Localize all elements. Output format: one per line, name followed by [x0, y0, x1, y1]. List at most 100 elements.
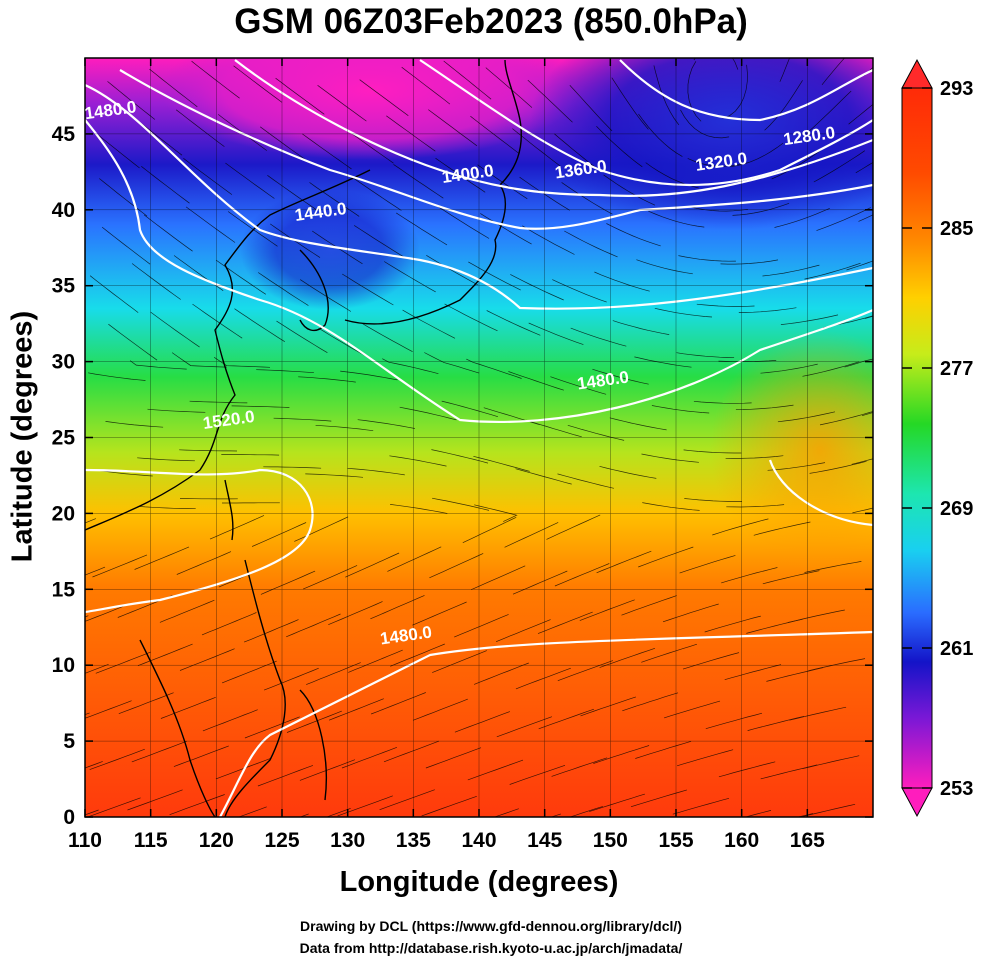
- streamline: [351, 176, 402, 211]
- colorbar-ticks: 293 285 277 269 261 253: [902, 78, 973, 800]
- y-tick-label: 20: [52, 502, 75, 525]
- streamline: [412, 601, 467, 626]
- streamline: [421, 795, 477, 817]
- colorbar-scale: [901, 87, 933, 789]
- streamline: [718, 761, 776, 778]
- streamline: [680, 109, 730, 139]
- streamline: [654, 307, 713, 318]
- streamline: [221, 660, 277, 684]
- streamline: [454, 711, 511, 733]
- streamline: [454, 614, 509, 638]
- streamline: [267, 175, 317, 211]
- streamline: [325, 807, 351, 817]
- streamline: [569, 85, 613, 132]
- streamline: [760, 363, 818, 374]
- streamline: [309, 182, 360, 217]
- y-tick-label: 40: [52, 199, 75, 222]
- streamline: [528, 322, 584, 345]
- streamline: [554, 563, 610, 587]
- streamline: [515, 468, 572, 485]
- streamline: [780, 314, 839, 325]
- streamline: [233, 65, 283, 103]
- streamline: [302, 133, 352, 170]
- streamline: [663, 700, 721, 719]
- streamline: [753, 521, 811, 536]
- streamline: [662, 603, 719, 623]
- streamline: [672, 797, 730, 815]
- streamline: [724, 664, 782, 681]
- streamline: [438, 206, 490, 239]
- streamline: [596, 550, 652, 574]
- streamline: [441, 400, 499, 418]
- streamline: [473, 455, 530, 472]
- streamline: [819, 411, 873, 426]
- streamline: [512, 570, 568, 595]
- streamline: [735, 404, 794, 411]
- streamline: [85, 761, 103, 769]
- streamline: [510, 274, 564, 301]
- streamline: [169, 794, 225, 816]
- streamline: [567, 424, 625, 441]
- streamline: [809, 460, 867, 474]
- streamline: [762, 570, 820, 585]
- streamline: [134, 546, 190, 570]
- map-grid: [85, 58, 873, 817]
- streamline: [131, 740, 187, 763]
- streamline: [466, 358, 522, 379]
- streamline: [215, 259, 266, 295]
- x-axis-label: Longitude (degrees): [339, 866, 619, 898]
- streamline: [85, 712, 90, 715]
- streamline: [777, 411, 836, 423]
- streamline: [259, 126, 310, 163]
- streamline: [328, 698, 384, 721]
- streamline: [771, 148, 824, 180]
- streamline: [141, 166, 190, 204]
- streamline: [504, 522, 559, 548]
- streamline: [557, 473, 614, 489]
- streamline: [738, 307, 797, 313]
- streamline: [263, 466, 322, 469]
- y-tick-label: 10: [52, 654, 75, 677]
- streamline: [621, 595, 677, 616]
- colorbar-top-arrow: [901, 58, 933, 89]
- streamline: [315, 424, 374, 432]
- streamline: [722, 64, 748, 119]
- streamline: [508, 371, 564, 391]
- streamline: [473, 662, 529, 685]
- streamline: [641, 643, 698, 663]
- streamline: [243, 619, 299, 643]
- streamline: [85, 700, 132, 719]
- streamline: [202, 709, 258, 732]
- streamline: [744, 810, 772, 817]
- streamline: [432, 497, 490, 511]
- x-tick-label: 115: [134, 829, 168, 852]
- x-axis-ticks: 110 115 120 125 130 135 140 145 150 155 160 165: [68, 58, 825, 852]
- streamline: [609, 417, 667, 431]
- streamline: [622, 692, 679, 712]
- streamline: [171, 352, 227, 368]
- streamline: [425, 747, 482, 769]
- streamline: [732, 202, 790, 216]
- streamline: [470, 115, 519, 154]
- streamline: [522, 225, 575, 255]
- streamline: [527, 79, 573, 123]
- streamline: [379, 789, 435, 811]
- streamline: [244, 716, 300, 739]
- streamline: [328, 601, 383, 626]
- streamline: [720, 259, 779, 265]
- streamline: [747, 715, 805, 731]
- streamline: [179, 449, 238, 452]
- streamline: [693, 58, 739, 70]
- streamline: [592, 368, 649, 385]
- streamline: [370, 595, 425, 620]
- streamline: [687, 158, 745, 167]
- streamline: [802, 361, 860, 377]
- streamline: [258, 272, 309, 306]
- x-tick-label: 130: [330, 829, 365, 852]
- streamline: [150, 311, 200, 348]
- streamline: [173, 745, 229, 767]
- streamline: [638, 546, 694, 568]
- streamline: [273, 417, 332, 422]
- streamline: [179, 498, 238, 500]
